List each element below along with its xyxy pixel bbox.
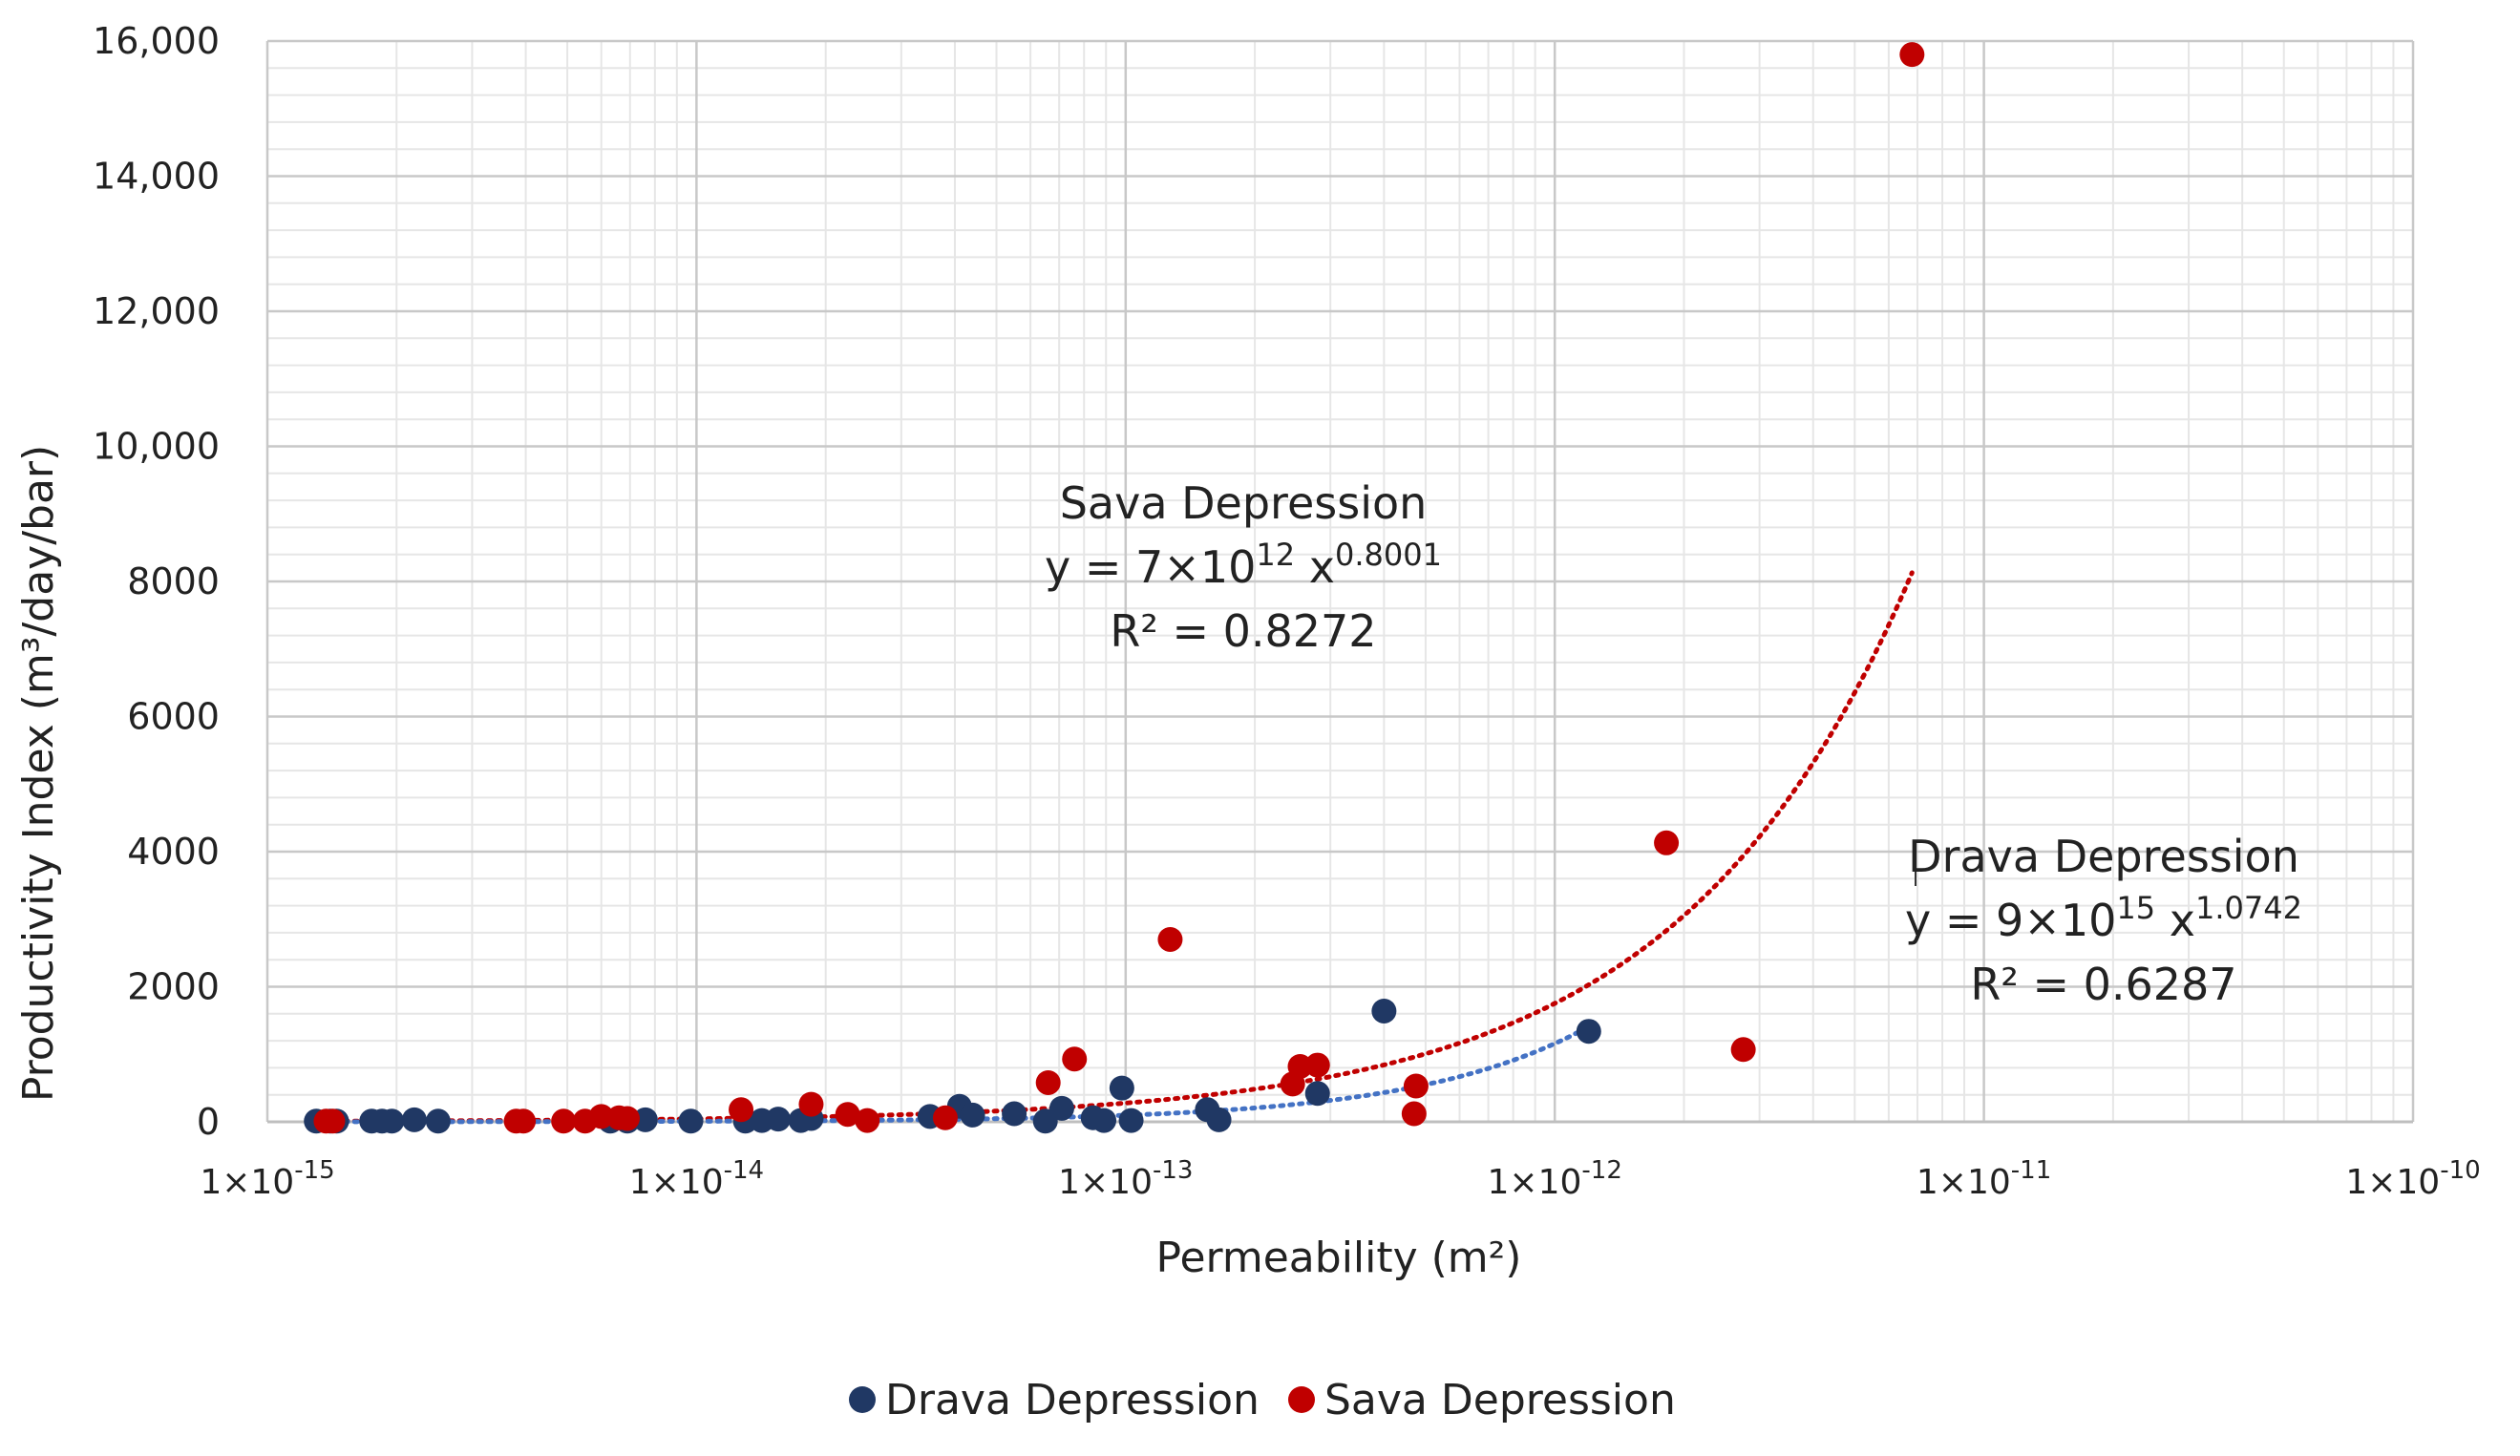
x-tick-label: 1×10-13: [1058, 1156, 1193, 1202]
y-tick-label: 0: [197, 1101, 220, 1143]
point-sava-depression: [588, 1104, 614, 1129]
sava-annotation-r2: R² = 0.8272: [1110, 605, 1376, 657]
x-tick-label: 1×10-14: [629, 1156, 764, 1202]
y-axis-ticks: 0 2000 4000 6000 8000 10,000 12,000 14,000 16,00…: [93, 20, 220, 1143]
x-axis-ticks: 1×10-15 1×10-14 1×10-13 1×10-12 1×10-11 1×10-…: [200, 1156, 2480, 1202]
point-drava-depression: [678, 1108, 704, 1134]
point-drava-depression: [1206, 1107, 1232, 1132]
legend-marker-sava: [1288, 1386, 1315, 1413]
point-sava-depression: [798, 1091, 824, 1117]
point-drava-depression: [1048, 1095, 1074, 1121]
point-sava-depression: [1401, 1101, 1427, 1127]
point-sava-depression: [932, 1105, 958, 1130]
point-sava-depression: [835, 1102, 860, 1128]
point-drava-depression: [1091, 1108, 1117, 1133]
sava-annotation-equation: y = 7×1012 x0.8001: [1045, 537, 1442, 593]
point-sava-depression: [551, 1108, 577, 1134]
y-axis-title: Productivity Index (m³/day/bar): [14, 445, 63, 1102]
y-tick-label: 8000: [127, 560, 220, 602]
legend-label-drava: Drava Depression: [885, 1376, 1260, 1424]
point-sava-depression: [1730, 1037, 1756, 1063]
drava-annotation-r2: R² = 0.6287: [1970, 959, 2236, 1010]
y-tick-label: 4000: [127, 831, 220, 873]
point-sava-depression: [1654, 830, 1680, 855]
point-sava-depression: [614, 1106, 640, 1131]
legend: Drava Depression Sava Depression: [849, 1376, 1676, 1424]
point-sava-depression: [511, 1108, 537, 1134]
legend-marker-drava: [849, 1386, 876, 1413]
point-drava-depression: [425, 1108, 451, 1134]
sava-annotation: Sava Depression y = 7×1012 x0.8001 R² = …: [1045, 477, 1442, 657]
y-tick-label: 16,000: [93, 20, 220, 62]
point-drava-depression: [960, 1102, 985, 1128]
y-tick-label: 14,000: [93, 156, 220, 198]
point-sava-depression: [1304, 1052, 1330, 1078]
point-sava-depression: [1035, 1069, 1061, 1095]
point-sava-depression: [855, 1108, 880, 1133]
x-tick-label: 1×10-11: [1916, 1156, 2051, 1202]
point-drava-depression: [632, 1107, 658, 1132]
x-tick-label: 1×10-15: [200, 1156, 334, 1202]
x-tick-label: 1×10-10: [2345, 1156, 2480, 1202]
point-drava-depression: [765, 1107, 791, 1132]
drava-annotation-title: Drava Depression: [1908, 831, 2299, 882]
point-drava-depression: [1118, 1108, 1144, 1133]
point-drava-depression: [1304, 1081, 1330, 1107]
point-sava-depression: [1899, 42, 1925, 68]
x-axis-title: Permeability (m²): [1156, 1234, 1522, 1282]
data-points: [304, 42, 1925, 1134]
y-tick-label: 2000: [127, 966, 220, 1008]
point-drava-depression: [1371, 998, 1397, 1023]
point-sava-depression: [320, 1108, 346, 1134]
point-drava-depression: [1109, 1075, 1134, 1101]
drava-annotation: Drava Depression y = 9×1015 x1.0742 R² =…: [1905, 831, 2302, 1010]
y-tick-label: 10,000: [93, 426, 220, 468]
point-drava-depression: [1002, 1101, 1027, 1127]
point-drava-depression: [1576, 1019, 1601, 1045]
point-sava-depression: [1157, 926, 1183, 952]
legend-label-sava: Sava Depression: [1324, 1376, 1676, 1424]
drava-annotation-equation: y = 9×1015 x1.0742: [1905, 890, 2302, 946]
x-tick-label: 1×10-12: [1488, 1156, 1622, 1202]
y-tick-label: 6000: [127, 696, 220, 738]
sava-annotation-title: Sava Depression: [1060, 477, 1428, 529]
y-tick-label: 12,000: [93, 290, 220, 332]
point-sava-depression: [1062, 1046, 1088, 1072]
point-drava-depression: [401, 1107, 427, 1132]
point-sava-depression: [1403, 1073, 1429, 1099]
point-drava-depression: [379, 1108, 405, 1134]
point-sava-depression: [729, 1097, 754, 1123]
